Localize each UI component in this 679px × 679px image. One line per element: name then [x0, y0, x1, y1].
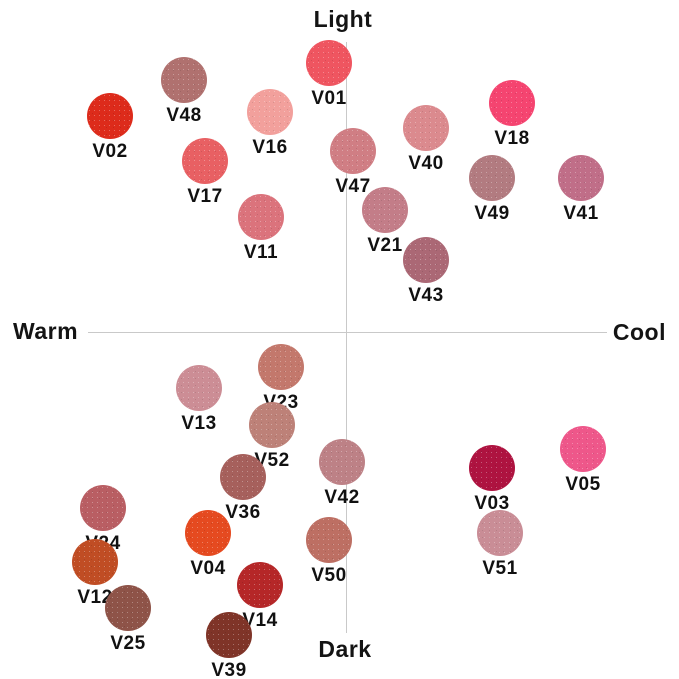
swatch-label-v41: V41	[563, 203, 599, 224]
swatch-v51	[477, 510, 523, 556]
swatch-label-v36: V36	[225, 502, 261, 523]
axis-label-dark: Dark	[318, 636, 372, 662]
swatch-label-v48: V48	[166, 105, 202, 126]
swatch-v41	[558, 155, 604, 201]
swatch-label-v14: V14	[242, 610, 278, 631]
swatch-label-v25: V25	[110, 633, 146, 654]
swatch-v49	[469, 155, 515, 201]
swatch-v11	[238, 194, 284, 240]
swatch-label-v43: V43	[408, 285, 444, 306]
swatch-v18	[489, 80, 535, 126]
swatch-v04	[185, 510, 231, 556]
swatch-label-v17: V17	[187, 186, 223, 207]
swatch-label-v47: V47	[335, 176, 371, 197]
swatch-label-v12: V12	[77, 587, 113, 608]
swatch-v02	[87, 93, 133, 139]
swatch-v05	[560, 426, 606, 472]
axis-label-light: Light	[313, 6, 373, 32]
swatch-label-v40: V40	[408, 153, 444, 174]
swatch-v40	[403, 105, 449, 151]
swatch-v14	[237, 562, 283, 608]
swatch-v16	[247, 89, 293, 135]
swatch-v43	[403, 237, 449, 283]
swatch-v36	[220, 454, 266, 500]
swatch-label-v50: V50	[311, 565, 347, 586]
swatch-label-v51: V51	[482, 558, 518, 579]
axis-label-warm: Warm	[13, 318, 79, 344]
swatch-label-v21: V21	[367, 235, 403, 256]
swatch-v01	[306, 40, 352, 86]
swatch-label-v11: V11	[243, 242, 279, 263]
horizontal-axis-line	[88, 332, 607, 333]
swatch-v42	[319, 439, 365, 485]
swatch-v39	[206, 612, 252, 658]
vertical-axis-line	[346, 42, 347, 633]
swatch-v47	[330, 128, 376, 174]
swatch-v03	[469, 445, 515, 491]
swatch-label-v13: V13	[181, 413, 217, 434]
swatch-label-v39: V39	[211, 660, 247, 679]
swatch-v23	[258, 344, 304, 390]
swatch-label-v16: V16	[252, 137, 288, 158]
swatch-v24	[80, 485, 126, 531]
swatch-v21	[362, 187, 408, 233]
axis-label-cool: Cool	[612, 319, 666, 345]
swatch-label-v49: V49	[474, 203, 510, 224]
swatch-v13	[176, 365, 222, 411]
swatch-v50	[306, 517, 352, 563]
swatch-label-v18: V18	[494, 128, 530, 149]
swatch-label-v03: V03	[474, 493, 510, 514]
swatch-v52	[249, 402, 295, 448]
swatch-v25	[105, 585, 151, 631]
swatch-label-v02: V02	[92, 141, 128, 162]
swatch-v17	[182, 138, 228, 184]
swatch-v12	[72, 539, 118, 585]
swatch-label-v05: V05	[565, 474, 601, 495]
swatch-v48	[161, 57, 207, 103]
swatch-label-v04: V04	[190, 558, 226, 579]
swatch-label-v42: V42	[324, 487, 360, 508]
swatch-label-v01: V01	[311, 88, 347, 109]
